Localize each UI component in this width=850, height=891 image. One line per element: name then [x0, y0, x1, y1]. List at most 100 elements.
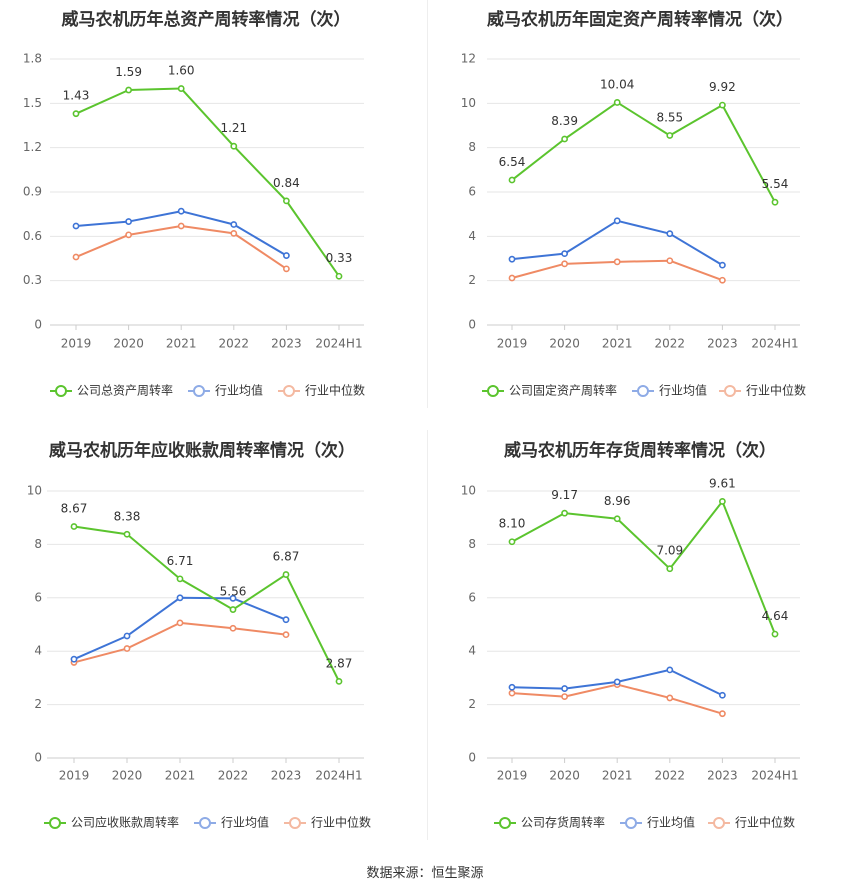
legend-label: 公司总资产周转率 — [77, 383, 173, 398]
x-tick-label: 2024H1 — [315, 337, 362, 351]
data-label: 9.17 — [551, 488, 578, 502]
data-label: 1.60 — [168, 64, 195, 78]
series-line-company — [511, 101, 776, 203]
data-label: 2.87 — [326, 656, 353, 670]
x-tick-label: 2021 — [166, 337, 197, 351]
series-line-avg — [73, 596, 287, 661]
legend-item-median: 行业中位数 — [278, 383, 365, 398]
legend-label: 行业均值 — [215, 383, 263, 398]
data-point-company — [229, 606, 237, 613]
legend-item-avg: 行业均值 — [632, 383, 707, 398]
data-label: 1.43 — [63, 89, 90, 103]
series-line-company — [511, 500, 776, 635]
legend-swatch-marker — [713, 817, 725, 829]
y-tick-label: 12 — [461, 52, 476, 66]
x-tick-label: 2020 — [113, 337, 144, 351]
data-point-avg — [123, 632, 131, 640]
legend-item-avg: 行业均值 — [188, 383, 263, 398]
data-point-median — [613, 258, 621, 266]
y-tick-label: 10 — [461, 96, 476, 110]
data-point-median — [229, 624, 237, 632]
legend-swatch-marker — [499, 817, 511, 829]
legend-swatch-marker — [55, 385, 67, 397]
legend-item-avg: 行业均值 — [620, 815, 695, 830]
legend-swatch-marker — [625, 817, 637, 829]
data-label: 9.92 — [709, 80, 736, 94]
legend-item-avg: 行业均值 — [194, 815, 269, 830]
data-point-company — [771, 630, 779, 638]
y-tick-label: 0 — [34, 751, 42, 765]
data-point-company — [666, 565, 674, 573]
chart-title: 威马农机历年总资产周转率情况（次） — [62, 9, 351, 30]
data-point-company — [335, 677, 343, 685]
vertical-divider-top — [427, 0, 428, 408]
series-line-company — [73, 525, 340, 682]
data-label: 9.61 — [709, 476, 736, 490]
legend-label: 行业中位数 — [305, 383, 365, 398]
y-tick-label: 0 — [468, 751, 476, 765]
data-label: 8.67 — [61, 502, 88, 516]
data-point-avg — [508, 255, 516, 263]
data-point-median — [72, 253, 80, 261]
legend-label: 行业中位数 — [735, 815, 795, 830]
x-tick-label: 2024H1 — [315, 769, 362, 783]
legend-item-median: 行业中位数 — [284, 815, 371, 830]
data-label: 8.38 — [114, 509, 141, 523]
data-label: 8.39 — [551, 114, 578, 128]
data-point-avg — [125, 218, 133, 225]
data-point-avg — [282, 252, 290, 259]
legend-swatch-marker — [193, 385, 205, 397]
data-point-avg — [719, 691, 726, 699]
data-point-avg — [72, 222, 80, 230]
data-point-avg — [719, 261, 726, 269]
x-tick-label: 2019 — [61, 337, 92, 351]
series-line-median — [73, 621, 287, 664]
legend-item-median: 行业中位数 — [719, 383, 806, 398]
data-label: 8.55 — [656, 110, 683, 124]
data-point-median — [508, 689, 516, 697]
y-tick-label: 4 — [468, 229, 476, 243]
data-point-company — [719, 498, 726, 505]
data-point-company — [508, 538, 516, 546]
data-point-median — [561, 260, 568, 268]
chart-title: 威马农机历年固定资产周转率情况（次） — [487, 9, 793, 30]
data-point-avg — [508, 683, 516, 691]
data-point-avg — [613, 217, 621, 225]
data-point-company — [719, 101, 726, 109]
x-tick-label: 2019 — [59, 769, 90, 783]
legend-label: 公司应收账款周转率 — [71, 815, 179, 830]
data-point-company — [176, 575, 184, 583]
x-tick-label: 2023 — [707, 337, 738, 351]
legend-swatch-marker — [289, 817, 301, 829]
x-tick-label: 2019 — [497, 769, 528, 783]
x-tick-label: 2023 — [271, 337, 302, 351]
x-tick-label: 2022 — [655, 769, 686, 783]
legend-swatch-marker — [283, 385, 295, 397]
y-tick-label: 1.8 — [23, 52, 42, 66]
legend-label: 行业中位数 — [746, 383, 806, 398]
data-point-median — [230, 229, 238, 237]
data-point-company — [613, 99, 621, 106]
y-tick-label: 6 — [34, 590, 42, 604]
y-tick-label: 10 — [461, 484, 476, 498]
data-label: 6.71 — [167, 554, 194, 568]
x-tick-label: 2024H1 — [751, 337, 798, 351]
data-point-company — [508, 176, 516, 184]
x-tick-label: 2022 — [218, 769, 249, 783]
y-tick-label: 8 — [34, 537, 42, 551]
y-tick-label: 0 — [468, 318, 476, 332]
legend-label: 公司固定资产周转率 — [509, 383, 617, 398]
data-point-company — [123, 530, 131, 538]
data-point-company — [177, 85, 185, 92]
data-point-median — [561, 693, 568, 700]
x-tick-label: 2019 — [497, 337, 528, 351]
x-tick-label: 2023 — [707, 769, 738, 783]
series-line-company — [75, 87, 340, 277]
chart-panel-2: 威马农机历年固定资产周转率情况（次） 0 2 4 6 8 10 12 2019 2020 2021 2… — [461, 9, 806, 398]
data-label: 10.04 — [600, 77, 634, 91]
legend-swatch-marker — [199, 817, 211, 829]
x-tick-label: 2020 — [112, 769, 143, 783]
x-tick-label: 2021 — [602, 769, 633, 783]
data-point-median — [176, 619, 184, 627]
legend-label: 行业均值 — [647, 815, 695, 830]
